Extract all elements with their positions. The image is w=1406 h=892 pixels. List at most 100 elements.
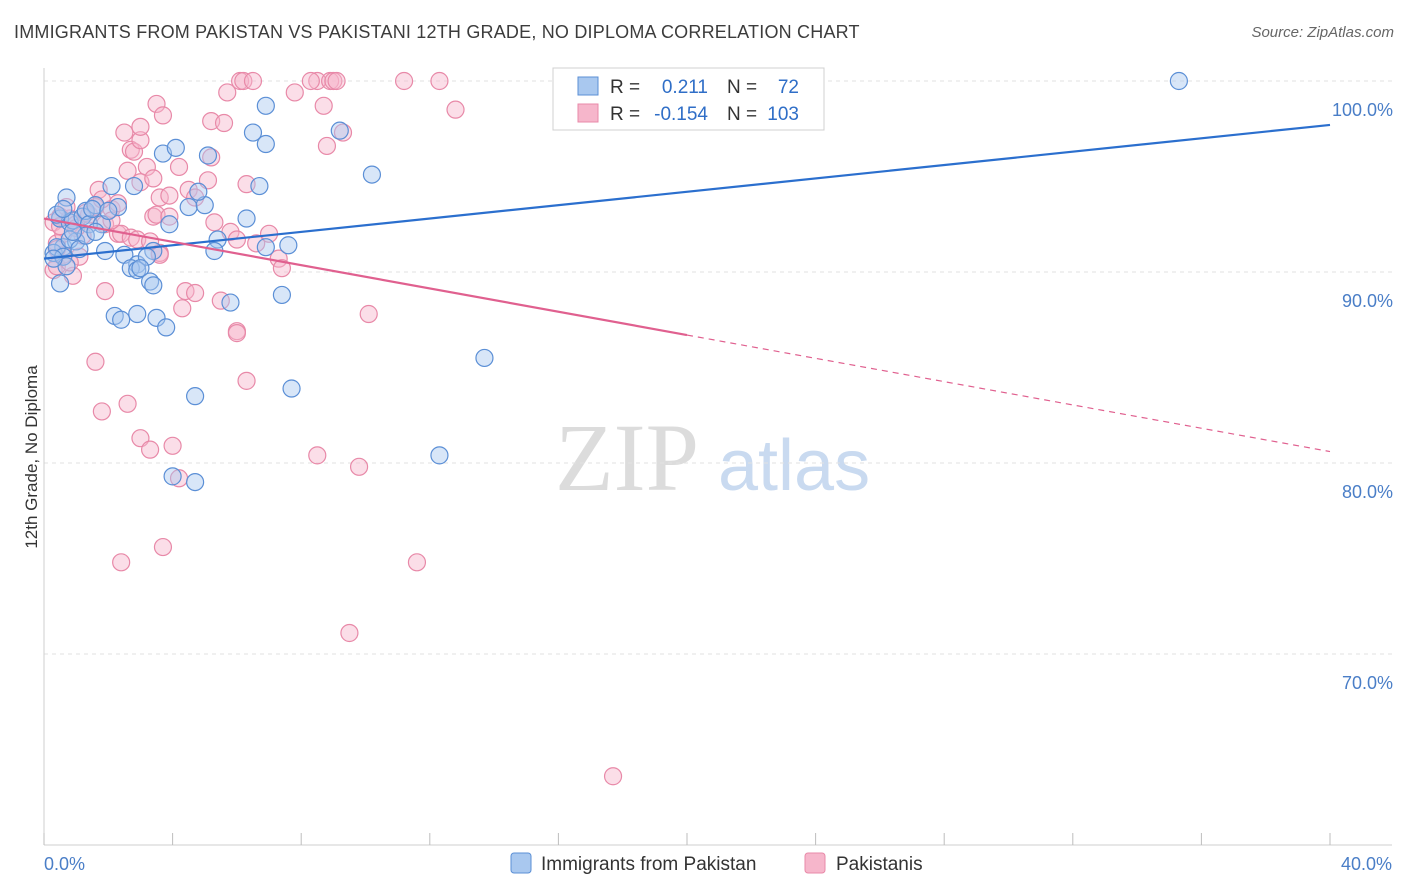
pakistanis-point bbox=[394, 71, 414, 91]
immigrants-point bbox=[144, 276, 163, 295]
pakistanis-point bbox=[144, 169, 163, 188]
pakistanis-trend-line-extension bbox=[686, 334, 1331, 453]
pakistanis-point bbox=[430, 71, 449, 91]
pakistanis-point bbox=[227, 324, 246, 343]
trend-lines bbox=[43, 123, 1331, 453]
pakistanis-point bbox=[186, 188, 205, 207]
pakistanis-point bbox=[214, 113, 234, 133]
pakistanis-point bbox=[349, 457, 369, 476]
x-tick-label-max: 40.0% bbox=[1341, 854, 1392, 874]
pakistanis-point bbox=[218, 83, 237, 102]
immigrants-point bbox=[121, 259, 140, 278]
x-ticks bbox=[43, 833, 1331, 845]
pakistanis-point bbox=[95, 282, 115, 301]
axes bbox=[43, 68, 1392, 846]
pakistanis-point bbox=[205, 213, 224, 232]
immigrants-point bbox=[221, 293, 240, 312]
y-tick-label: 90.0% bbox=[1342, 291, 1393, 311]
pakistanis-point bbox=[131, 117, 150, 136]
pakistanis-point bbox=[86, 352, 105, 371]
pakistanis-point bbox=[131, 131, 150, 150]
immigrants-point bbox=[237, 209, 256, 228]
pakistanis-point bbox=[308, 71, 327, 91]
legend-n-label-blue: N = bbox=[727, 77, 757, 98]
immigrants-point bbox=[102, 176, 121, 196]
pakistanis-point bbox=[247, 234, 266, 253]
pakistanis-point bbox=[153, 537, 173, 557]
immigrants-point bbox=[131, 259, 150, 278]
legend-swatch-pink bbox=[577, 103, 599, 123]
immigrants-point bbox=[163, 467, 182, 486]
pakistanis-point bbox=[186, 283, 205, 303]
immigrants-point bbox=[179, 197, 198, 217]
series-legend: Immigrants from Pakistan Pakistanis bbox=[510, 852, 923, 875]
pakistanis-point bbox=[308, 446, 327, 465]
pakistanis-point bbox=[112, 553, 131, 572]
pakistanis-point bbox=[147, 94, 166, 114]
legend-n-value-blue: 72 bbox=[778, 77, 799, 98]
immigrants-point bbox=[430, 446, 449, 465]
immigrants-point bbox=[166, 138, 185, 157]
immigrants-point bbox=[54, 199, 73, 219]
immigrants-point bbox=[256, 134, 275, 154]
pakistanis-point bbox=[446, 100, 465, 119]
pakistanis-point bbox=[153, 106, 173, 125]
immigrants-point bbox=[243, 123, 263, 142]
y-axis-label: 12th Grade, No Diploma bbox=[22, 365, 41, 549]
immigrants-point bbox=[157, 318, 176, 337]
immigrants-points bbox=[44, 71, 1188, 492]
gridlines bbox=[44, 80, 1392, 655]
pakistanis-point bbox=[163, 436, 182, 455]
immigrants-point bbox=[256, 96, 275, 115]
pakistanis-point bbox=[121, 140, 140, 159]
immigrants-point bbox=[272, 285, 292, 305]
legend-n-label-pink: N = bbox=[727, 104, 757, 125]
immigrants-point bbox=[282, 379, 301, 398]
pakistanis-point bbox=[140, 440, 160, 459]
immigrants-point bbox=[76, 201, 95, 220]
legend-r-value-pink: -0.154 bbox=[654, 104, 708, 125]
pakistanis-point bbox=[115, 123, 134, 142]
pakistanis-point bbox=[118, 161, 137, 180]
immigrants-point bbox=[186, 473, 205, 492]
immigrants-point bbox=[475, 348, 494, 368]
pakistanis-point bbox=[144, 207, 163, 226]
pakistanis-point bbox=[301, 71, 320, 91]
immigrants-point bbox=[57, 188, 76, 207]
pakistanis-point bbox=[359, 304, 378, 324]
pakistanis-point bbox=[272, 259, 292, 278]
immigrants-point bbox=[83, 199, 102, 219]
pakistanis-point bbox=[137, 157, 156, 177]
immigrants-point bbox=[198, 146, 218, 165]
y-tick-labels: 70.0% 80.0% 90.0% 100.0% bbox=[1332, 100, 1393, 693]
immigrants-point bbox=[128, 260, 147, 280]
legend-swatch-blue bbox=[577, 76, 599, 96]
immigrants-trend-line bbox=[43, 123, 1331, 260]
immigrants-point bbox=[250, 176, 269, 196]
pakistanis-point bbox=[108, 194, 128, 213]
pakistanis-point bbox=[285, 83, 304, 102]
pakistanis-point bbox=[92, 402, 111, 421]
pakistanis-point bbox=[124, 142, 144, 161]
pakistanis-point bbox=[202, 148, 221, 167]
pakistanis-point bbox=[314, 96, 333, 115]
immigrants-point bbox=[147, 308, 166, 327]
pakistanis-point bbox=[407, 553, 427, 572]
pakistanis-point bbox=[327, 71, 346, 91]
watermark-zip: ZIP bbox=[555, 404, 699, 511]
immigrants-point bbox=[50, 274, 70, 293]
pakistanis-point bbox=[118, 394, 137, 413]
immigrants-point bbox=[124, 176, 144, 196]
immigrants-point bbox=[279, 236, 298, 255]
immigrants-point bbox=[330, 121, 349, 140]
immigrants-point bbox=[160, 215, 179, 234]
pakistanis-point bbox=[234, 71, 253, 91]
y-tick-label: 80.0% bbox=[1342, 482, 1393, 502]
immigrants-point bbox=[189, 182, 208, 201]
pakistanis-point bbox=[603, 767, 623, 786]
immigrants-point bbox=[362, 165, 382, 184]
pakistanis-point bbox=[317, 136, 337, 156]
pakistanis-point bbox=[237, 371, 256, 390]
legend-label-immigrants: Immigrants from Pakistan bbox=[541, 854, 756, 875]
